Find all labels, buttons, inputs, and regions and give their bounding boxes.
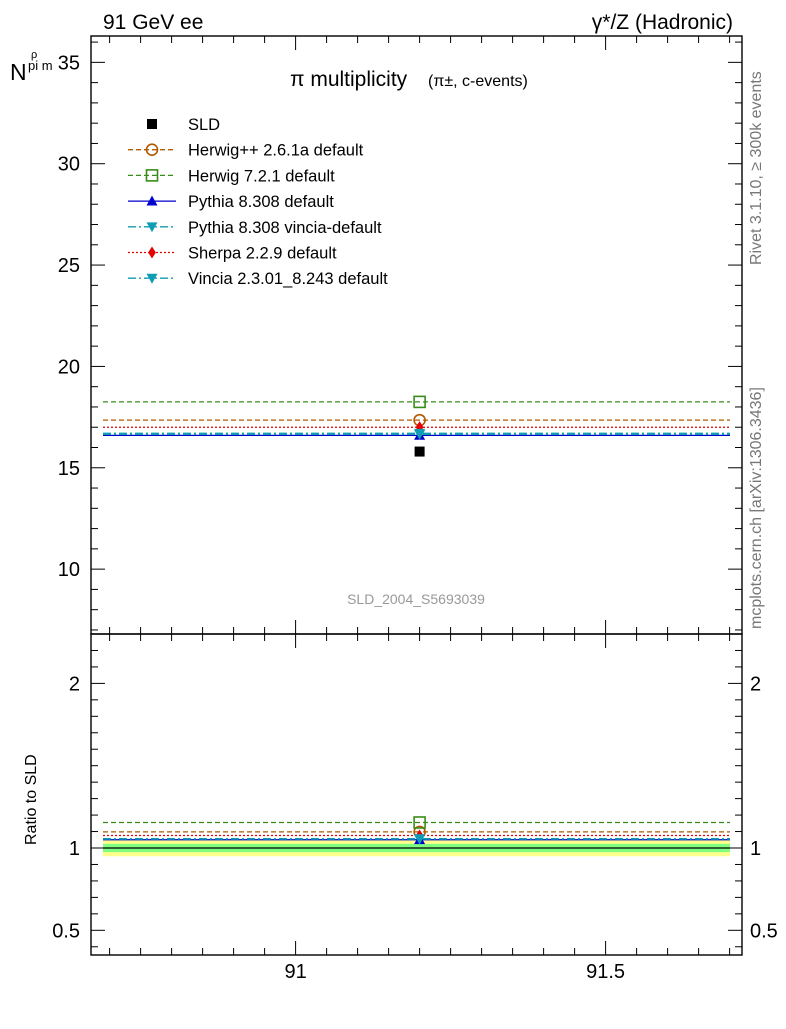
header-right: γ*/Z (Hadronic): [592, 11, 733, 34]
main-marker-herwig-7-2-1-default: [413, 395, 426, 409]
legend-label-herwig-2-6-1a-default: Herwig++ 2.6.1a default: [188, 142, 364, 160]
chart-title: π multiplicity (π±, c-events): [290, 68, 528, 91]
main-marker-vincia-2-3-01-8-243-default: [414, 428, 426, 439]
legend-label-sherpa-2-2-9-default: Sherpa 2.2.9 default: [188, 245, 337, 263]
legend: SLD Herwig++ 2.6.1a default Herwig 7.2.1 d…: [128, 116, 388, 288]
y-axis-label-main-sub: pi m: [28, 58, 53, 73]
ratio-marker-vincia-2-3-01-8-243-default: [414, 834, 426, 845]
main-y-tick-label: 30: [58, 154, 80, 176]
data-point-sld: [414, 446, 425, 457]
y-axis-label-main: N ρ pi m: [10, 49, 53, 85]
x-tick-label: 91.5: [586, 961, 625, 983]
header-left: 91 GeV ee: [103, 11, 203, 34]
main-y-tick-label: 20: [58, 356, 80, 378]
ratio-y-tick-label-left: 2: [69, 673, 80, 695]
main-y-tick-label: 35: [58, 52, 80, 74]
legend-marker-pythia-8-308-default: [146, 195, 158, 206]
chart-title-suffix: (π±, c-events): [428, 73, 528, 90]
legend-marker-herwig-7-2-1-default: [145, 169, 159, 182]
analysis-watermark: SLD_2004_S5693039: [347, 591, 485, 607]
ratio-y-tick-label-left: 1: [69, 838, 80, 860]
main-y-tick-label: 10: [58, 559, 80, 581]
ratio-marker-herwig-7-2-1-default: [413, 816, 426, 829]
legend-marker-vincia-2-3-01-8-243-default: [146, 273, 158, 284]
x-tick-label: 91: [284, 961, 306, 983]
legend-marker-pythia-8-308-vincia-default: [146, 222, 158, 233]
legend-label-pythia-8-308-vincia-default: Pythia 8.308 vincia-default: [188, 219, 382, 237]
y-axis-label-main-sup: ρ: [31, 49, 37, 61]
legend-label-vincia-2-3-01-8-243-default: Vincia 2.3.01_8.243 default: [188, 270, 388, 288]
y-axis-label-main-n: N: [10, 59, 27, 85]
y-axis-label-ratio: Ratio to SLD: [23, 754, 40, 845]
legend-marker-herwig-2-6-1a-default: [145, 143, 159, 156]
ratio-y-tick-label-right: 2: [750, 673, 761, 695]
main-y-tick-label: 25: [58, 255, 80, 277]
ratio-y-tick-label-right: 0.5: [750, 920, 778, 942]
ratio-y-tick-label-right: 1: [750, 838, 761, 860]
mcplots-reference: mcplots.cern.ch [arXiv:1306.3436]: [748, 387, 765, 629]
legend-marker-sherpa-2-2-9-default: [148, 246, 156, 259]
legend-label-herwig-7-2-1-default: Herwig 7.2.1 default: [188, 167, 335, 185]
main-y-tick-label: 15: [58, 458, 80, 480]
ratio-y-tick-label-left: 0.5: [52, 920, 80, 942]
legend-label-sld: SLD: [188, 116, 220, 134]
legend-marker-sld: [147, 119, 157, 129]
main-marker-sherpa-2-2-9-default: [415, 421, 424, 434]
legend-label-pythia-8-308-default: Pythia 8.308 default: [188, 193, 334, 211]
rivet-version: Rivet 3.1.10, ≥ 300k events: [748, 71, 765, 265]
ratio-plot-frame: [90, 633, 743, 956]
chart-title-main: π multiplicity: [290, 68, 408, 91]
